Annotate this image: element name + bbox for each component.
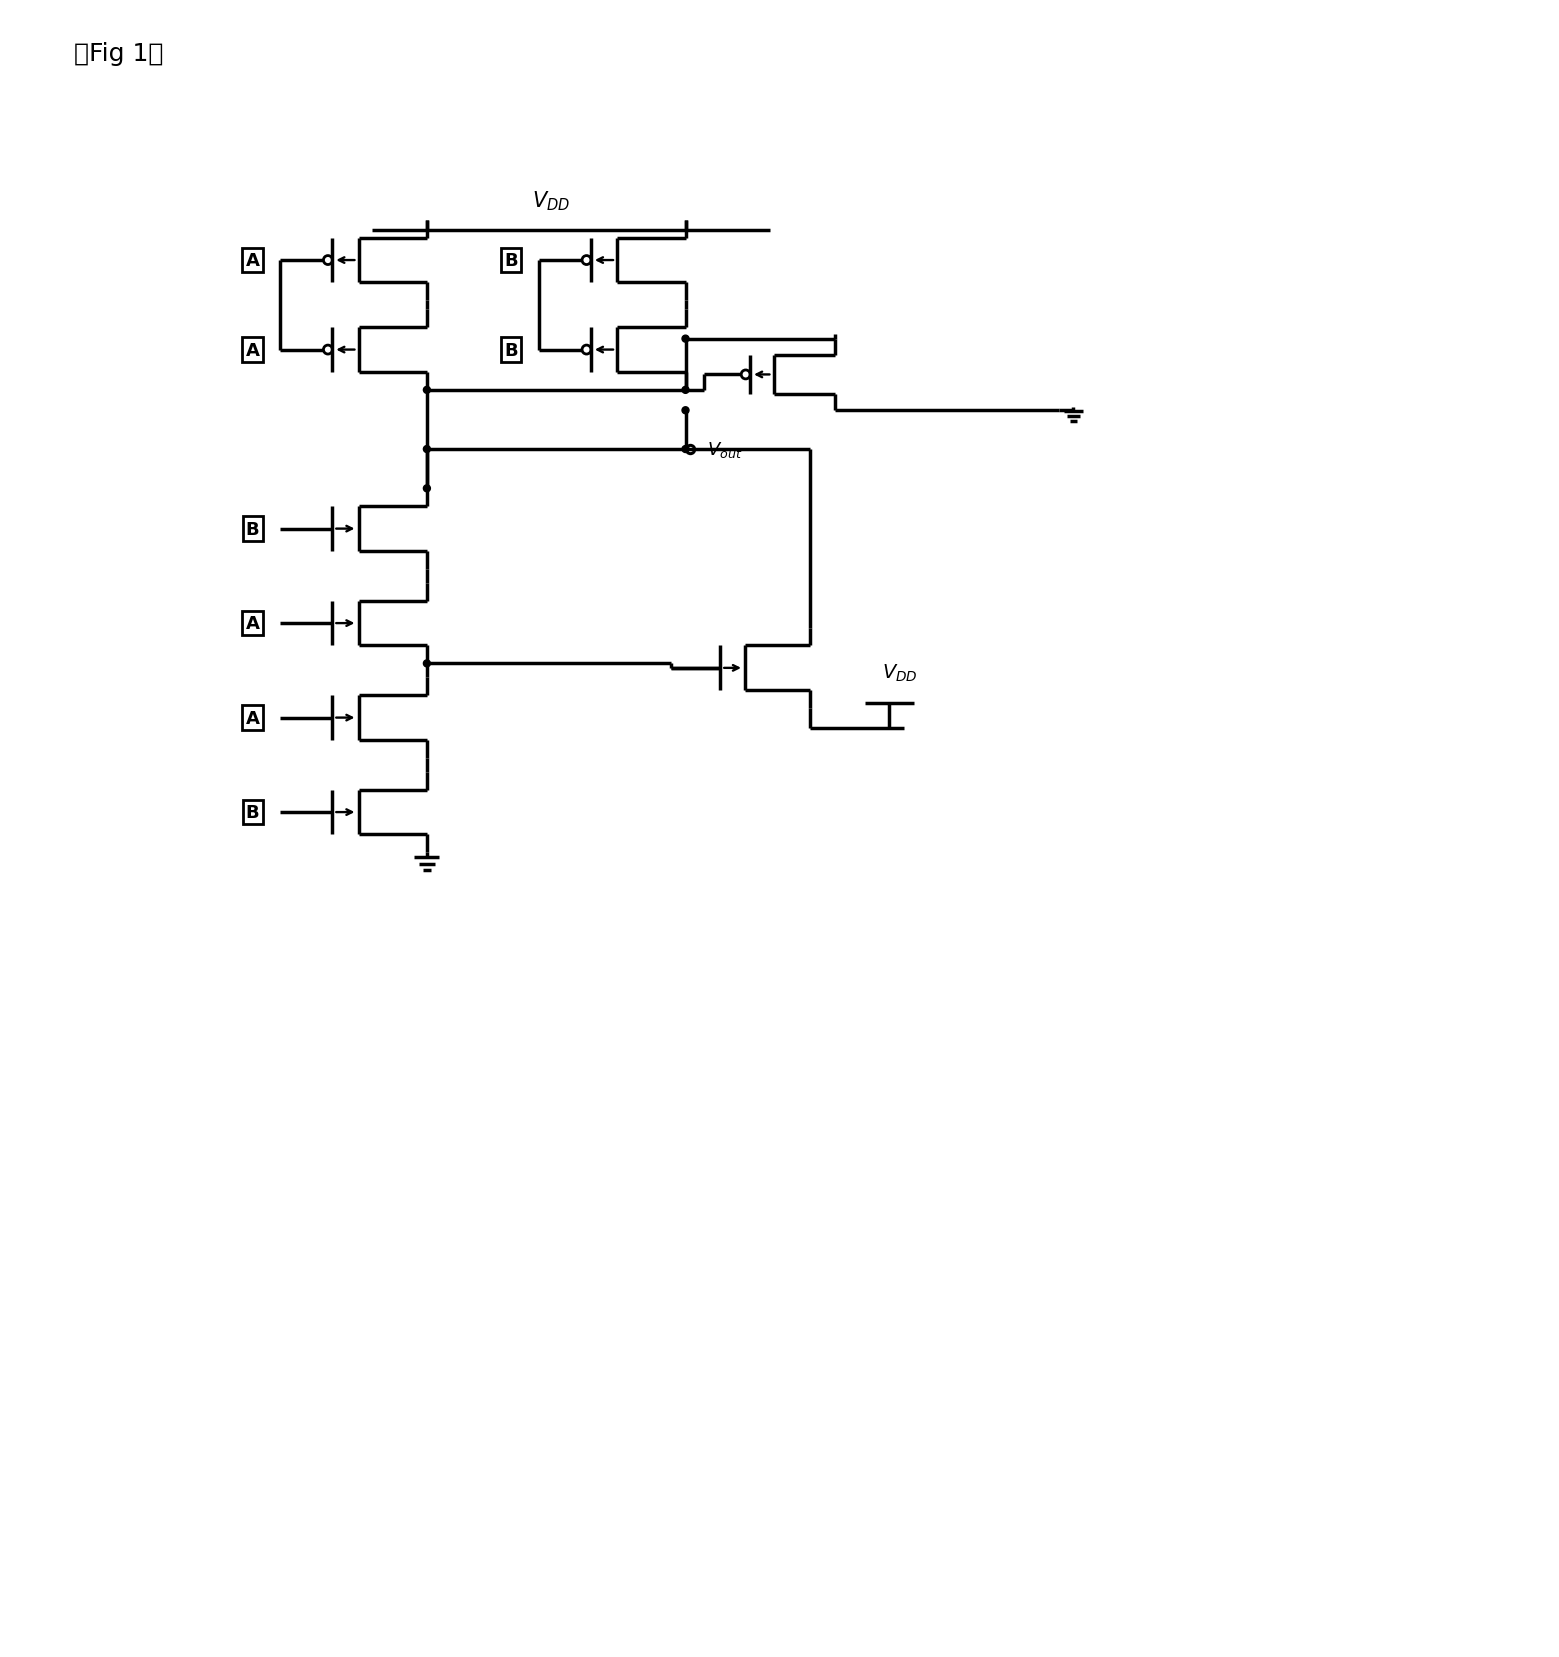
Circle shape	[681, 408, 689, 414]
Text: B: B	[246, 804, 259, 822]
Circle shape	[424, 446, 430, 454]
Circle shape	[424, 388, 430, 394]
Text: A: A	[246, 709, 259, 727]
Circle shape	[681, 388, 689, 394]
Text: $V_{DD}$: $V_{DD}$	[532, 189, 571, 214]
Text: A: A	[246, 252, 259, 270]
Circle shape	[424, 486, 430, 492]
Text: B: B	[246, 520, 259, 539]
Circle shape	[681, 446, 689, 454]
Text: 『Fig 1』: 『Fig 1』	[73, 41, 164, 66]
Text: $V_{out}$: $V_{out}$	[708, 439, 742, 459]
Text: A: A	[246, 341, 259, 360]
Text: B: B	[505, 252, 518, 270]
Text: B: B	[505, 341, 518, 360]
Text: $V_{DD}$: $V_{DD}$	[881, 663, 917, 684]
Circle shape	[424, 661, 430, 668]
Circle shape	[681, 336, 689, 343]
Text: A: A	[246, 615, 259, 633]
